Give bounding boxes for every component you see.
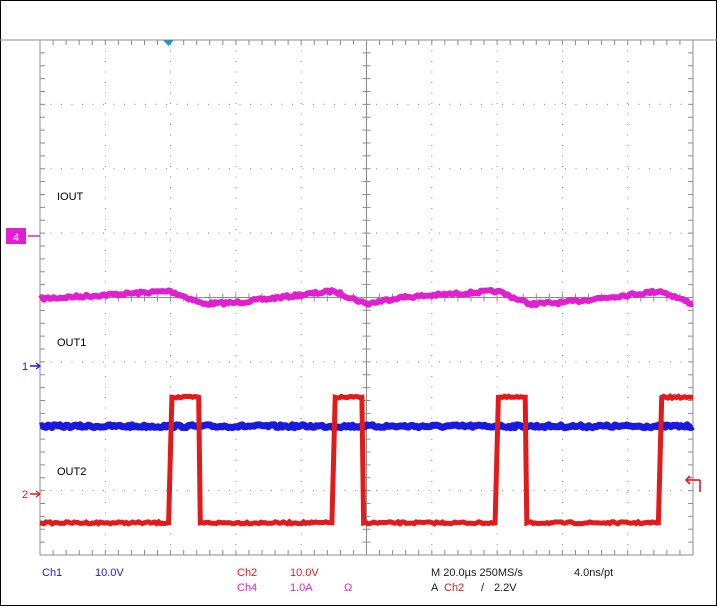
readout-ch4-name: Ch4	[237, 582, 257, 594]
readout-trigger-slope: /	[481, 582, 485, 594]
trace-out2	[39, 393, 693, 528]
trace-label-out2: OUT2	[57, 466, 86, 478]
channel-1-marker-label: 1	[22, 361, 28, 373]
trace-out1	[38, 421, 695, 432]
waveform-traces	[38, 287, 695, 528]
channel-2-marker-label: 2	[22, 489, 28, 501]
readout-timebase: M 20.0µs 250MS/s	[431, 567, 523, 579]
readout-ch2-scale: 10.0V	[290, 567, 319, 579]
channel-1-marker: 1	[22, 361, 41, 373]
trace-iout	[38, 287, 694, 309]
readout-ch1-name: Ch1	[42, 567, 62, 579]
trace-label-out1: OUT1	[57, 337, 86, 349]
readout-ch4-impedance: Ω	[344, 582, 352, 594]
trigger-level-marker	[684, 475, 701, 492]
readout-ch4-scale: 1.0A	[290, 582, 313, 594]
trigger-position-marker	[163, 40, 174, 46]
channel-4-marker: 4	[6, 228, 40, 244]
readout-ch1-scale: 10.0V	[95, 567, 124, 579]
channel-4-marker-label: 4	[13, 232, 19, 244]
readout-ch2-name: Ch2	[237, 567, 257, 579]
readout-trigger-prefix: A	[431, 582, 439, 594]
channel-2-marker: 2	[22, 489, 41, 501]
readout-trigger-level: 2.2V	[494, 582, 517, 594]
readout-trigger-source: Ch2	[444, 582, 464, 594]
trace-label-iout: IOUT	[57, 191, 84, 203]
readout-resolution: 4.0ns/pt	[574, 567, 613, 579]
scope-readout: Ch1 10.0V Ch2 10.0V Ch4 1.0A Ω M 20.0µs …	[42, 567, 613, 594]
